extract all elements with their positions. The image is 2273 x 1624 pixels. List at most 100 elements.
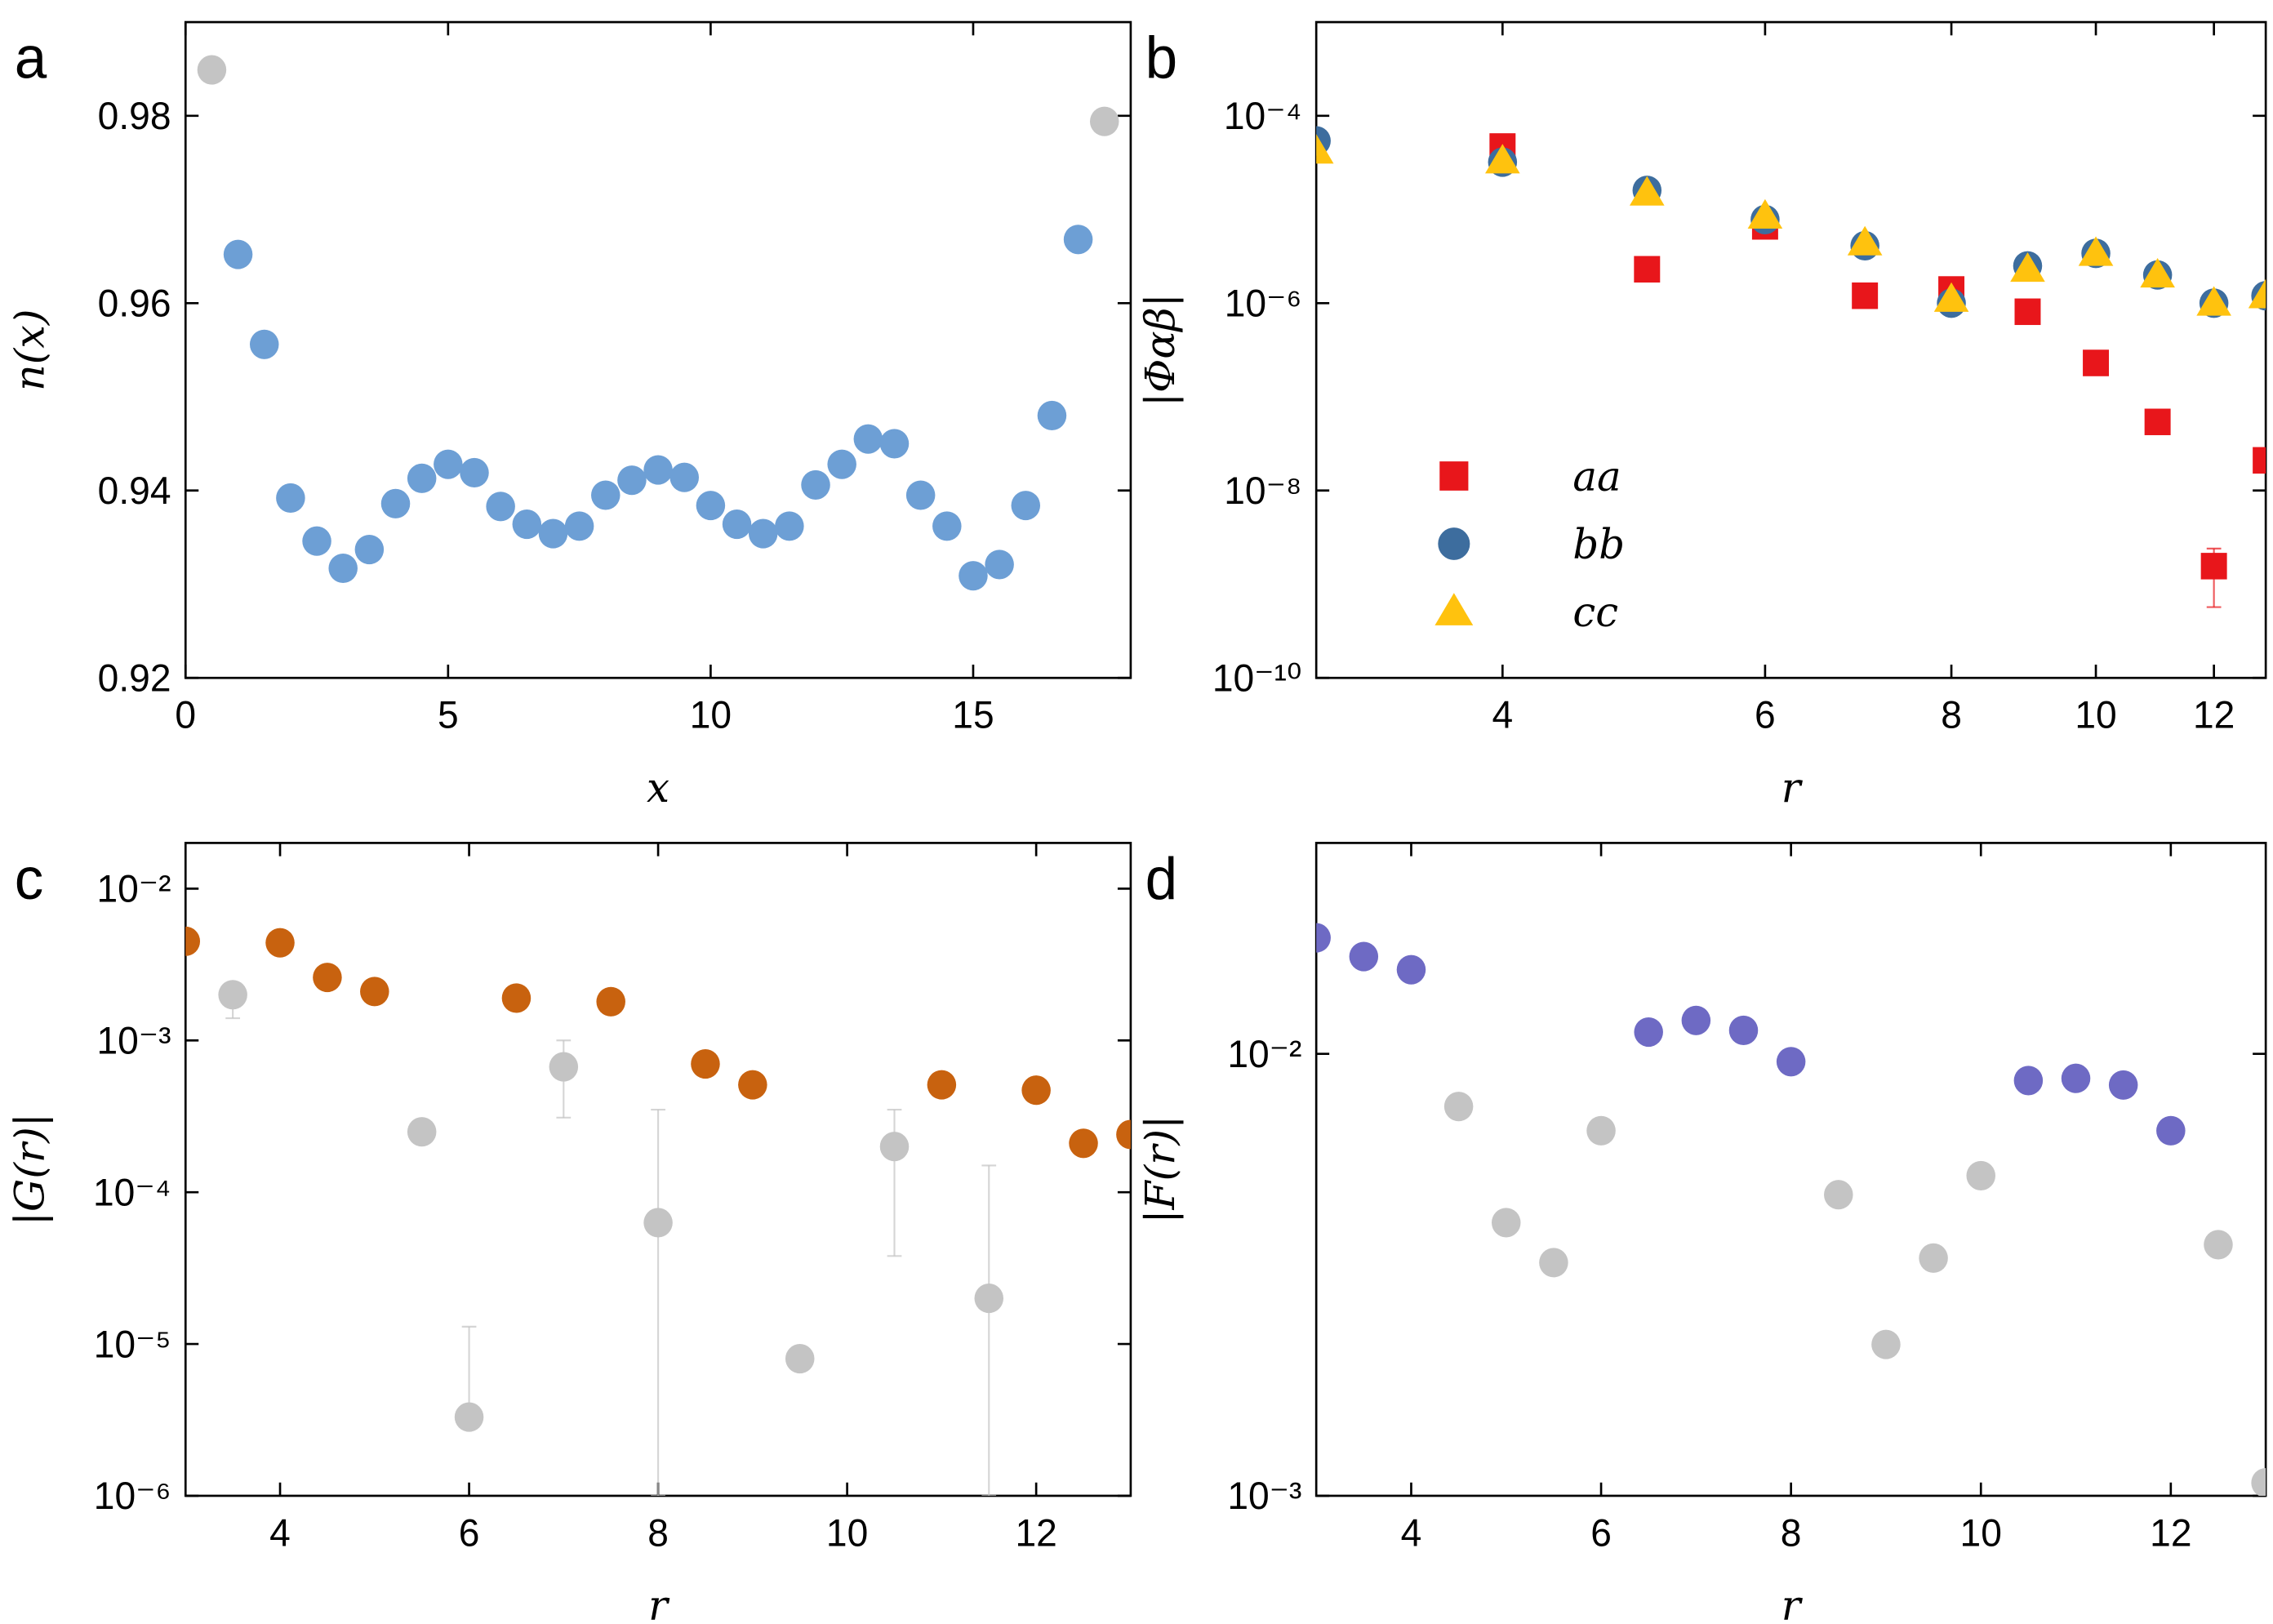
- marker: [1435, 593, 1474, 625]
- marker: [1871, 1329, 1901, 1359]
- y-tick-label: 10⁻³: [1227, 1475, 1301, 1517]
- marker: [959, 561, 988, 591]
- marker: [879, 1132, 910, 1162]
- marker: [1919, 1243, 1948, 1273]
- marker: [775, 511, 804, 541]
- marker: [538, 518, 568, 549]
- x-tick-label: 10: [826, 1511, 868, 1554]
- marker: [748, 518, 778, 549]
- marker: [486, 492, 515, 522]
- marker: [932, 511, 962, 541]
- marker: [2200, 553, 2227, 580]
- y-tick-label: 10⁻⁴: [93, 1171, 171, 1213]
- marker: [460, 457, 489, 488]
- marker: [1485, 144, 1520, 174]
- marker: [827, 449, 856, 479]
- x-tick-label: 4: [1492, 693, 1513, 736]
- plot-area: [1316, 923, 2266, 1496]
- marker: [434, 449, 463, 479]
- marker: [2253, 447, 2266, 474]
- y-tick-label: 10⁻⁶: [1225, 282, 1302, 324]
- marker: [1852, 282, 1879, 309]
- x-tick-label: 4: [1401, 1511, 1422, 1554]
- y-axis-label: |G(r)|: [6, 1113, 54, 1226]
- marker: [1634, 1017, 1663, 1048]
- marker: [2083, 349, 2110, 376]
- marker: [2144, 408, 2171, 435]
- marker: [1681, 1005, 1711, 1035]
- plot-frame: [1314, 842, 2267, 1497]
- x-tick-label: 5: [438, 693, 459, 736]
- marker: [328, 553, 358, 584]
- marker: [265, 928, 295, 958]
- marker: [1021, 1075, 1051, 1106]
- marker: [1089, 106, 1119, 136]
- marker: [2140, 257, 2175, 288]
- marker: [1539, 1248, 1568, 1278]
- x-tick-label: 10: [1960, 1511, 2002, 1554]
- marker: [1747, 198, 1783, 229]
- marker: [302, 526, 331, 556]
- x-axis-label: r: [1781, 1581, 1804, 1624]
- marker: [276, 483, 305, 514]
- marker: [2078, 236, 2114, 266]
- marker: [1586, 1115, 1616, 1146]
- y-axis-label: |F(r)|: [1136, 1115, 1185, 1224]
- panel-letter: a: [15, 25, 47, 91]
- y-tick-label: 10⁻²: [1227, 1033, 1301, 1075]
- marker: [1116, 1119, 1131, 1150]
- plot-area: [1316, 126, 2266, 608]
- marker: [512, 509, 542, 540]
- y-tick-label: 10⁻⁵: [94, 1323, 171, 1365]
- plot-area: [185, 926, 1131, 1496]
- marker: [1966, 1160, 1995, 1190]
- marker: [1776, 1047, 1806, 1077]
- panel: 4 6 8 10 12 10⁻³ 10⁻² r |F(r)| d: [1136, 842, 2267, 1624]
- marker: [454, 1402, 484, 1432]
- x-tick-label: 0: [175, 693, 196, 736]
- panel-letter: d: [1145, 846, 1177, 912]
- panel: 4 6 8 10 12 10⁻¹⁰ 10⁻⁸ 10⁻⁶ 10⁻⁴ r |Φαβ| b aa bb cc: [1136, 20, 2267, 812]
- panel-letter: b: [1145, 25, 1177, 91]
- marker: [985, 549, 1014, 580]
- marker: [974, 1284, 1004, 1314]
- y-tick-label: 10⁻⁶: [94, 1475, 171, 1517]
- marker: [354, 535, 385, 565]
- x-tick-label: 10: [2075, 693, 2116, 736]
- panel: 0 5 10 15 0.92 0.94 0.96 0.98 x n(x) a: [6, 20, 1132, 812]
- x-tick-label: 12: [2193, 693, 2235, 736]
- marker: [1316, 134, 1334, 164]
- x-tick-label: 6: [1755, 693, 1776, 736]
- marker: [249, 329, 279, 359]
- marker: [313, 963, 342, 993]
- x-tick-label: 10: [690, 693, 732, 736]
- y-tick-label: 10⁻²: [96, 867, 171, 910]
- x-tick-label: 8: [1781, 1511, 1802, 1554]
- y-axis-label: n(x): [6, 309, 54, 390]
- marker: [853, 424, 883, 454]
- y-tick-label: 10⁻⁴: [1224, 95, 1302, 137]
- marker: [643, 1208, 673, 1238]
- marker: [1439, 461, 1469, 491]
- x-axis-label: r: [1781, 763, 1804, 811]
- marker: [2010, 252, 2045, 283]
- marker: [2156, 1115, 2186, 1146]
- legend-label: aa: [1572, 452, 1621, 501]
- marker: [407, 463, 437, 493]
- marker: [591, 480, 621, 510]
- marker: [407, 1117, 437, 1147]
- marker: [1316, 923, 1331, 953]
- marker: [360, 977, 389, 1007]
- marker: [722, 509, 752, 540]
- marker: [380, 488, 411, 518]
- marker: [2196, 286, 2231, 316]
- marker: [1492, 1208, 1521, 1238]
- legend-label: bb: [1572, 520, 1625, 568]
- marker: [1069, 1128, 1098, 1159]
- marker: [2248, 278, 2266, 309]
- marker: [1011, 491, 1041, 521]
- x-tick-label: 15: [952, 693, 994, 736]
- y-tick-label: 0.98: [98, 95, 171, 137]
- marker: [1933, 282, 1969, 312]
